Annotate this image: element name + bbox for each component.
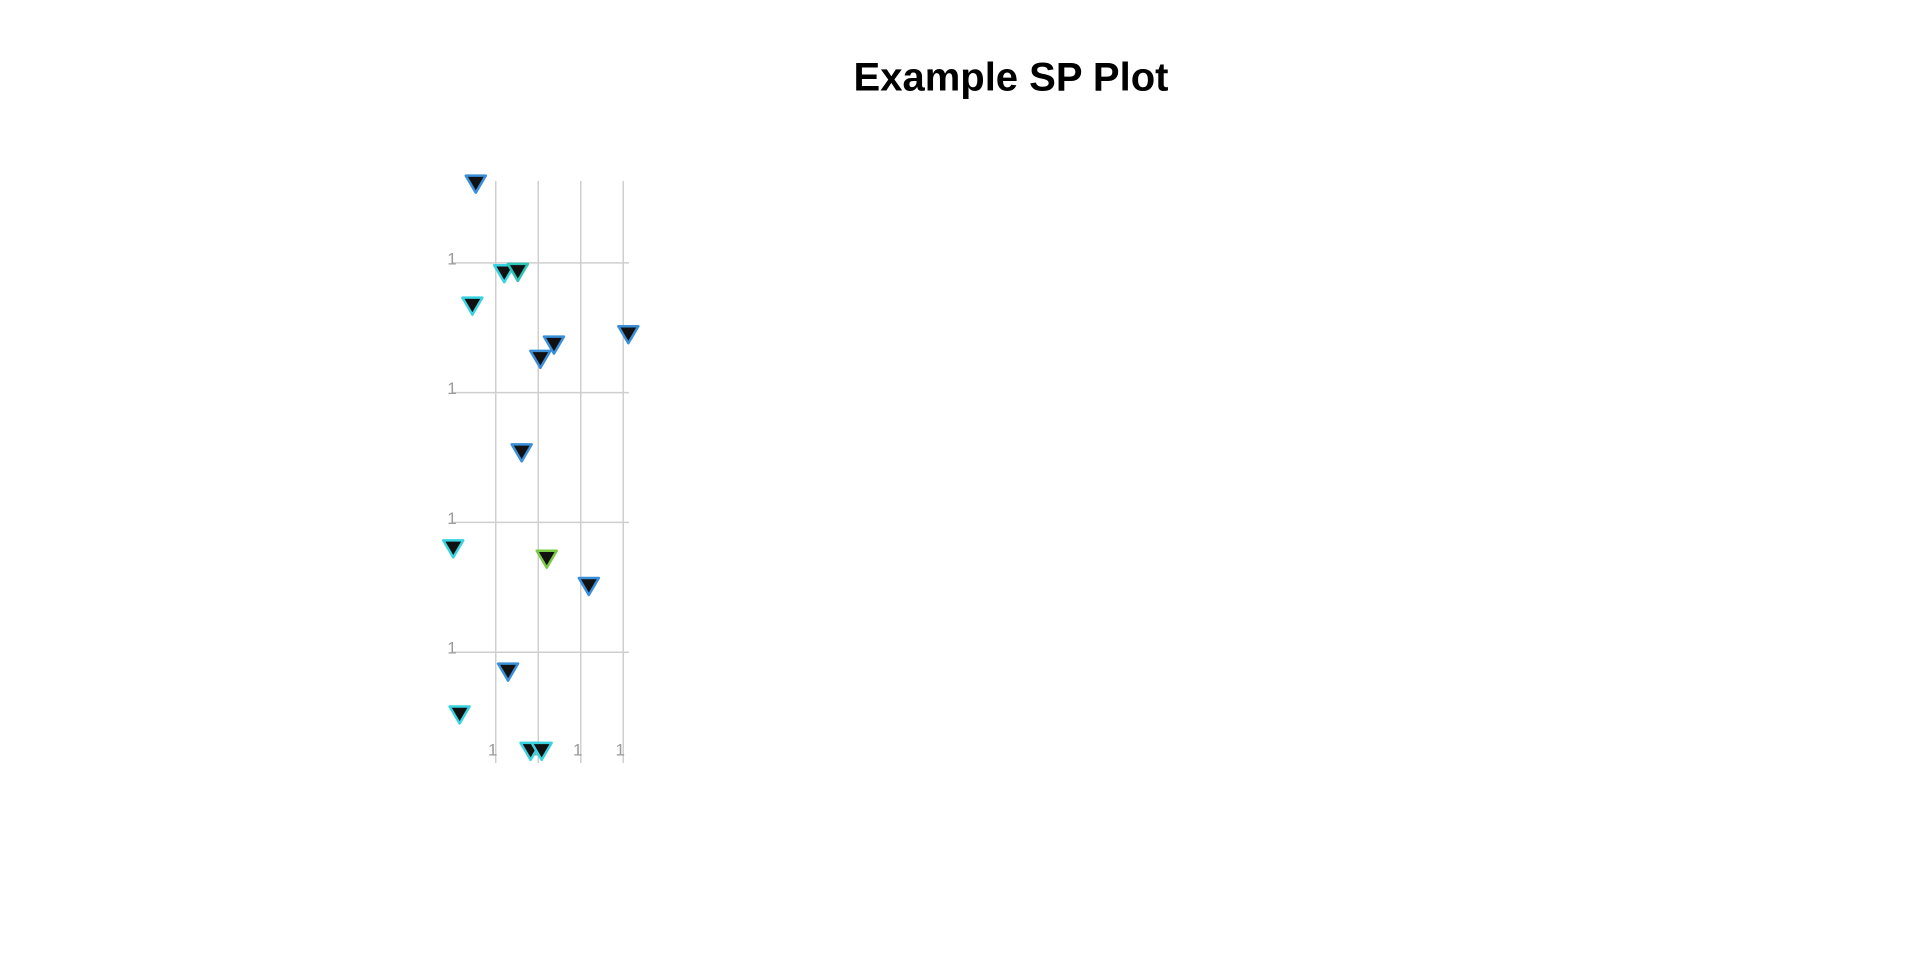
point xyxy=(617,324,640,345)
y-tick-label: 1 xyxy=(447,379,456,398)
y-tick-label: 1 xyxy=(447,509,456,528)
point xyxy=(542,335,566,355)
point xyxy=(577,576,601,597)
point xyxy=(493,263,516,284)
point xyxy=(529,349,552,370)
x-tick-label: 1 xyxy=(488,740,497,759)
point xyxy=(506,262,530,283)
point xyxy=(448,705,471,725)
point xyxy=(461,296,484,316)
point xyxy=(530,741,553,762)
point xyxy=(464,174,488,194)
y-tick-label: 1 xyxy=(447,249,456,268)
x-tick-label: 1 xyxy=(616,740,625,759)
point xyxy=(510,443,533,463)
x-tick-label: 1 xyxy=(573,740,582,759)
point xyxy=(535,549,558,570)
point xyxy=(442,539,465,559)
point xyxy=(496,662,520,682)
chart-title: Example SP Plot xyxy=(854,56,1169,100)
y-tick-label: 1 xyxy=(447,639,456,658)
